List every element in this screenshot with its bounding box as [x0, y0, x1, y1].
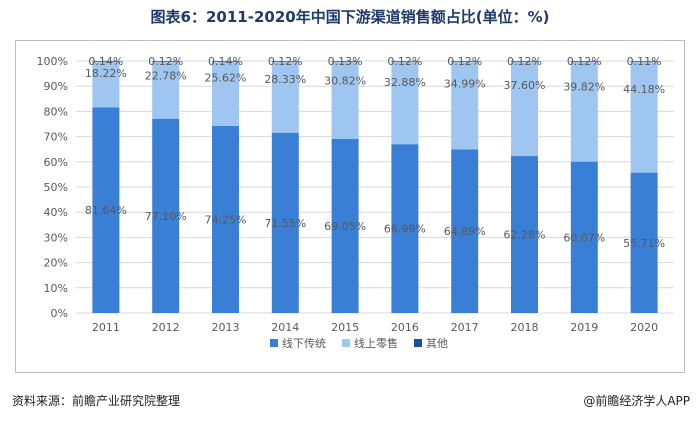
- data-label-offline: 77.10%: [145, 210, 187, 223]
- x-tick-label: 2017: [451, 321, 479, 334]
- x-tick-label: 2012: [152, 321, 180, 334]
- x-tick-label: 2011: [92, 321, 120, 334]
- data-label-online: 22.78%: [145, 70, 187, 83]
- bar-offline: [331, 138, 359, 313]
- data-label-online: 25.62%: [205, 71, 247, 84]
- y-tick-label: 90%: [44, 80, 68, 93]
- bar-online: [451, 61, 479, 150]
- bar-other: [271, 61, 299, 62]
- y-tick-label: 10%: [44, 282, 68, 295]
- x-tick-label: 2014: [271, 321, 299, 334]
- legend-swatch: [342, 339, 350, 347]
- bar-other: [92, 61, 120, 62]
- y-tick-label: 50%: [44, 181, 68, 194]
- legend-swatch: [270, 339, 278, 347]
- data-label-online: 34.99%: [444, 77, 486, 90]
- data-label-online: 28.33%: [264, 73, 306, 86]
- legend-swatch: [414, 339, 422, 347]
- bar-online: [152, 61, 180, 119]
- data-label-other: 0.12%: [447, 55, 482, 68]
- legend-label: 其他: [426, 337, 448, 350]
- bar-other: [212, 61, 239, 62]
- y-tick-label: 60%: [44, 156, 68, 169]
- data-label-offline: 60.07%: [563, 231, 605, 244]
- stacked-bar-chart: 0% 10% 20% 30% 40% 50% 60% 70% 80% 90% 100% 81.64% 1…: [37, 55, 674, 350]
- data-label-offline: 81.64%: [85, 204, 127, 217]
- data-label-other: 0.12%: [148, 55, 183, 68]
- y-tick-label: 0%: [51, 307, 68, 320]
- data-label-offline: 55.71%: [623, 237, 665, 250]
- data-label-offline: 69.05%: [324, 220, 366, 233]
- data-label-offline: 74.25%: [205, 213, 247, 226]
- data-label-other: 0.14%: [208, 55, 243, 68]
- bar-offline: [451, 149, 479, 313]
- y-tick-label: 20%: [44, 257, 68, 270]
- chart-panel: 0% 10% 20% 30% 40% 50% 60% 70% 80% 90% 100% 81.64% 1…: [15, 40, 685, 373]
- data-label-online: 30.82%: [324, 75, 366, 88]
- bar-other: [570, 61, 598, 62]
- brand-label: @前瞻经济学人APP: [583, 394, 690, 408]
- chart-title: 图表6：2011-2020年中国下游渠道销售额占比(单位：%): [150, 8, 550, 26]
- bar-online: [511, 61, 538, 157]
- data-label-other: 0.12%: [507, 55, 542, 68]
- data-label-other: 0.12%: [387, 55, 422, 68]
- bar-other: [630, 61, 658, 62]
- data-label-other: 0.12%: [268, 55, 303, 68]
- y-tick-label: 70%: [44, 131, 68, 144]
- bar-offline: [570, 161, 598, 313]
- legend-label: 线下传统: [282, 336, 326, 350]
- bar-online: [331, 61, 359, 139]
- source-note: 资料来源：前瞻产业研究院整理: [12, 394, 181, 408]
- data-label-other: 0.11%: [627, 55, 662, 68]
- bar-online: [391, 61, 419, 145]
- data-label-offline: 66.99%: [384, 223, 426, 236]
- bar-other: [511, 61, 538, 62]
- data-label-other: 0.13%: [328, 55, 363, 68]
- y-tick-label: 80%: [44, 105, 68, 118]
- bar-offline: [391, 144, 419, 313]
- data-label-offline: 64.89%: [444, 225, 486, 238]
- bar-online: [630, 61, 658, 173]
- bar-offline: [212, 125, 239, 313]
- bar-online: [212, 61, 239, 126]
- x-tick-label: 2020: [630, 321, 658, 334]
- bar-online: [92, 61, 120, 108]
- y-tick-label: 40%: [44, 206, 68, 219]
- x-tick-label: 2019: [570, 321, 598, 334]
- data-label-other: 0.14%: [88, 55, 123, 68]
- bar-other: [152, 61, 180, 62]
- bar-other: [391, 61, 419, 62]
- x-tick-label: 2013: [212, 321, 240, 334]
- data-label-offline: 62.28%: [504, 229, 546, 242]
- bar-offline: [152, 118, 180, 313]
- bar-other: [451, 61, 479, 62]
- data-label-online: 37.60%: [504, 79, 546, 92]
- bar-online: [570, 61, 598, 162]
- x-tick-label: 2016: [391, 321, 419, 334]
- data-label-online: 18.22%: [85, 67, 127, 80]
- data-label-online: 32.88%: [384, 76, 426, 89]
- bar-other: [331, 61, 359, 62]
- y-tick-label: 30%: [44, 231, 68, 244]
- bar-offline: [630, 172, 658, 313]
- data-label-online: 44.18%: [623, 83, 665, 96]
- bar-offline: [92, 107, 120, 313]
- data-label-online: 39.82%: [563, 80, 605, 93]
- bar-offline: [271, 132, 299, 313]
- x-tick-label: 2018: [511, 321, 539, 334]
- data-label-other: 0.12%: [567, 55, 602, 68]
- legend-label: 线上零售: [354, 336, 398, 350]
- data-label-offline: 71.55%: [264, 217, 306, 230]
- bar-online: [271, 61, 299, 133]
- bar-offline: [511, 156, 538, 313]
- x-tick-label: 2015: [331, 321, 359, 334]
- y-tick-label: 100%: [37, 55, 68, 68]
